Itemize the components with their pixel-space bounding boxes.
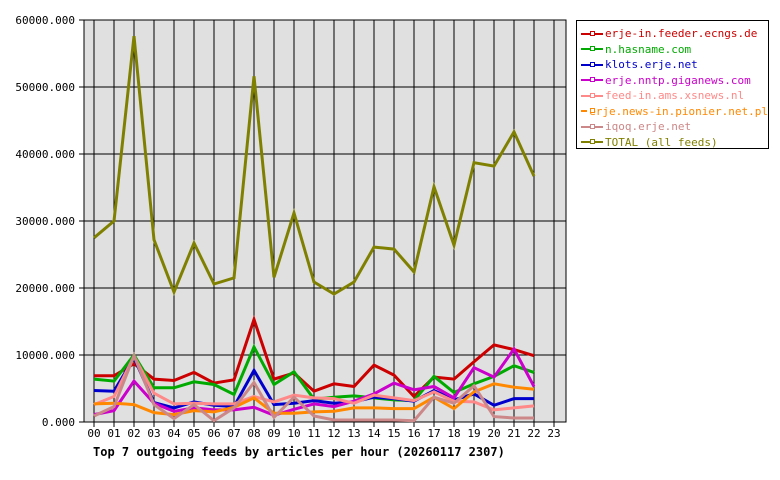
legend-label: erje-in.feeder.ecngs.de: [605, 27, 758, 41]
legend-swatch-icon: [581, 44, 603, 54]
x-tick-label: 10: [287, 427, 300, 440]
legend-item: erje-in.feeder.ecngs.de: [581, 26, 768, 42]
x-tick-label: 06: [207, 427, 220, 440]
x-tick-label: 19: [467, 427, 480, 440]
y-tick-label: 60000.000: [15, 14, 75, 27]
legend-item: klots.erje.net: [581, 57, 768, 73]
x-tick-label: 22: [527, 427, 540, 440]
x-tick-label: 13: [347, 427, 360, 440]
series-line: [93, 351, 534, 423]
x-tick-label: 02: [127, 427, 140, 440]
legend-label: iqoq.erje.net: [605, 120, 692, 134]
x-tick-label: 01: [107, 427, 120, 440]
x-tick-label: 12: [327, 427, 340, 440]
x-tick-label: 08: [247, 427, 260, 440]
x-tick-label: 04: [167, 427, 181, 440]
x-tick-label: 20: [487, 427, 500, 440]
legend-swatch-icon: [581, 60, 603, 70]
chart-title: Top 7 outgoing feeds by articles per hou…: [93, 445, 505, 459]
x-tick-label: 17: [427, 427, 440, 440]
data-series: [93, 35, 536, 423]
legend-swatch-icon: [581, 137, 603, 147]
legend-label: erje.nntp.giganews.com: [605, 73, 751, 87]
x-tick-label: 03: [147, 427, 160, 440]
x-tick-label: 18: [447, 427, 460, 440]
legend-item: iqoq.erje.net: [581, 119, 768, 135]
legend: erje-in.feeder.ecngs.de n.hasname.com klot…: [576, 20, 769, 149]
x-tick-label: 09: [267, 427, 280, 440]
series-line: [93, 346, 536, 417]
x-tick-label: 15: [387, 427, 400, 440]
x-tick-label: 21: [507, 427, 520, 440]
x-tick-label: 16: [407, 427, 420, 440]
legend-label: feed-in.ams.xsnews.nl: [605, 89, 745, 103]
legend-swatch-icon: [581, 106, 595, 116]
x-tick-label: 23: [547, 427, 560, 440]
x-tick-label: 11: [307, 427, 320, 440]
grid-lines: [79, 19, 566, 427]
x-tick-label: 00: [87, 427, 100, 440]
legend-swatch-icon: [581, 91, 603, 101]
legend-item: feed-in.ams.xsnews.nl: [581, 88, 768, 104]
legend-swatch-icon: [581, 75, 603, 85]
y-tick-label: 40000.000: [15, 148, 75, 161]
x-tick-label: 14: [367, 427, 381, 440]
y-tick-label: 0.000: [42, 416, 75, 429]
x-axis-ticks: 00 01 02 03 04 05 06 07 08 09 10 11 12 13 14 15 16 17 18 19…: [87, 427, 560, 440]
y-tick-label: 30000.000: [15, 215, 75, 228]
legend-swatch-icon: [581, 122, 603, 132]
legend-swatch-icon: [581, 29, 603, 39]
series-line: [93, 35, 536, 297]
y-axis-ticks: 0.000 10000.000 20000.000 30000.000 40000.00…: [15, 14, 75, 429]
y-tick-label: 50000.000: [15, 81, 75, 94]
legend-item: n.hasname.com: [581, 42, 768, 58]
series-line: [94, 314, 535, 399]
legend-item: erje.news-in.pionier.net.pl: [581, 104, 768, 120]
y-tick-label: 10000.000: [15, 349, 75, 362]
legend-label: n.hasname.com: [605, 42, 692, 56]
legend-item: TOTAL (all feeds): [581, 135, 768, 151]
legend-label: klots.erje.net: [605, 58, 698, 72]
legend-item: erje.nntp.giganews.com: [581, 73, 768, 89]
x-tick-label: 07: [227, 427, 240, 440]
x-tick-label: 05: [187, 427, 200, 440]
legend-label: erje.news-in.pionier.net.pl: [589, 104, 768, 118]
legend-label: TOTAL (all feeds): [605, 135, 718, 149]
y-tick-label: 20000.000: [15, 282, 75, 295]
